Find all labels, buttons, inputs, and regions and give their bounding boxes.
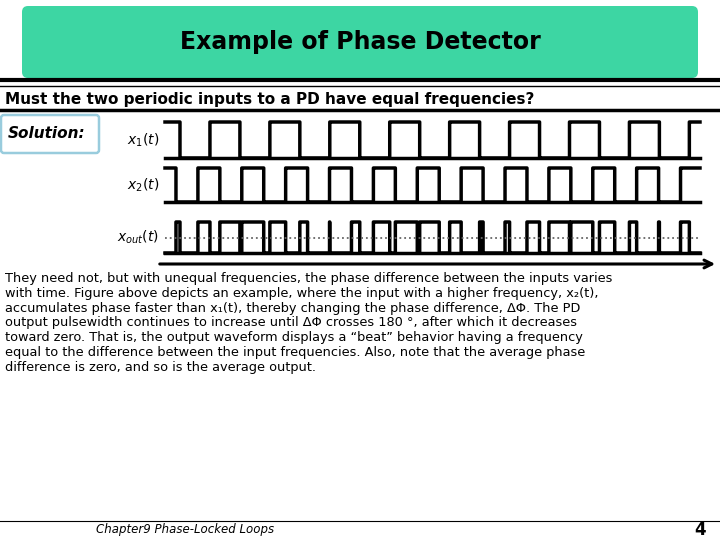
Text: equal to the difference between the input frequencies. Also, note that the avera: equal to the difference between the inpu… xyxy=(5,346,585,359)
Text: $x_2(t)$: $x_2(t)$ xyxy=(127,176,159,194)
Text: difference is zero, and so is the average output.: difference is zero, and so is the averag… xyxy=(5,361,316,374)
Text: accumulates phase faster than x₁(t), thereby changing the phase difference, ΔΦ. : accumulates phase faster than x₁(t), the… xyxy=(5,302,580,315)
Text: Chapter9 Phase-Locked Loops: Chapter9 Phase-Locked Loops xyxy=(96,523,274,537)
Text: They need not, but with unequal frequencies, the phase difference between the in: They need not, but with unequal frequenc… xyxy=(5,272,613,285)
Text: Example of Phase Detector: Example of Phase Detector xyxy=(179,30,541,54)
Text: 4: 4 xyxy=(694,521,706,539)
Text: toward zero. That is, the output waveform displays a “beat” behavior having a fr: toward zero. That is, the output wavefor… xyxy=(5,331,583,344)
Text: $x_{out}(t)$: $x_{out}(t)$ xyxy=(117,229,159,246)
Text: output pulsewidth continues to increase until ΔΦ crosses 180 °, after which it d: output pulsewidth continues to increase … xyxy=(5,316,577,329)
Text: Solution:: Solution: xyxy=(8,126,86,141)
Text: Must the two periodic inputs to a PD have equal frequencies?: Must the two periodic inputs to a PD hav… xyxy=(5,92,534,107)
FancyBboxPatch shape xyxy=(1,115,99,153)
Text: $x_1(t)$: $x_1(t)$ xyxy=(127,131,159,148)
FancyBboxPatch shape xyxy=(22,6,698,78)
Text: with time. Figure above depicts an example, where the input with a higher freque: with time. Figure above depicts an examp… xyxy=(5,287,598,300)
